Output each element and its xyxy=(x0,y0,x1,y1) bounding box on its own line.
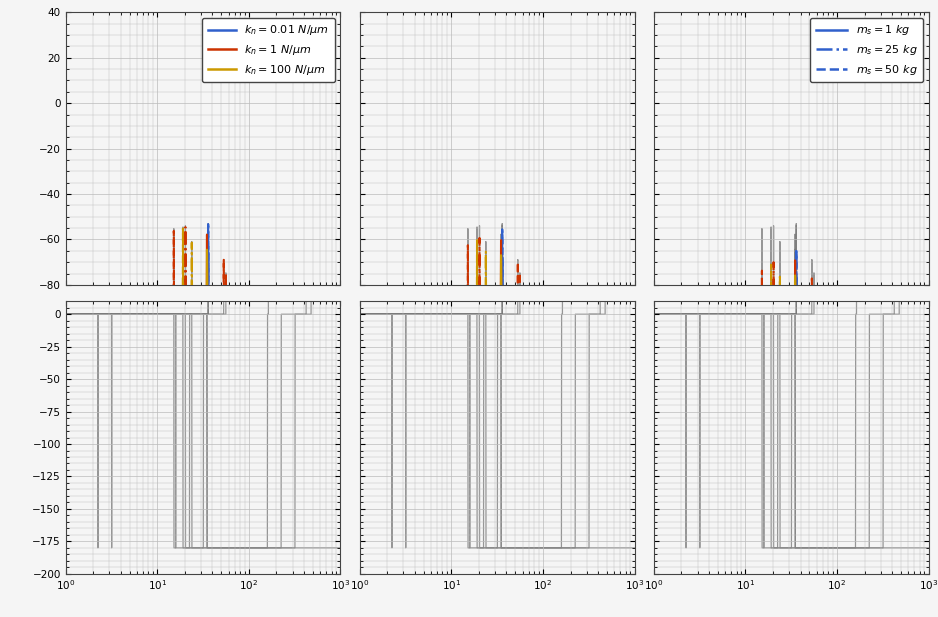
Legend: $m_s = 1\ kg$, $m_s = 25\ kg$, $m_s = 50\ kg$: $m_s = 1\ kg$, $m_s = 25\ kg$, $m_s = 50… xyxy=(810,18,923,82)
Legend: $k_n = 0.01\ N/\mu m$, $k_n = 1\ N/\mu m$, $k_n = 100\ N/\mu m$: $k_n = 0.01\ N/\mu m$, $k_n = 1\ N/\mu m… xyxy=(203,18,335,82)
